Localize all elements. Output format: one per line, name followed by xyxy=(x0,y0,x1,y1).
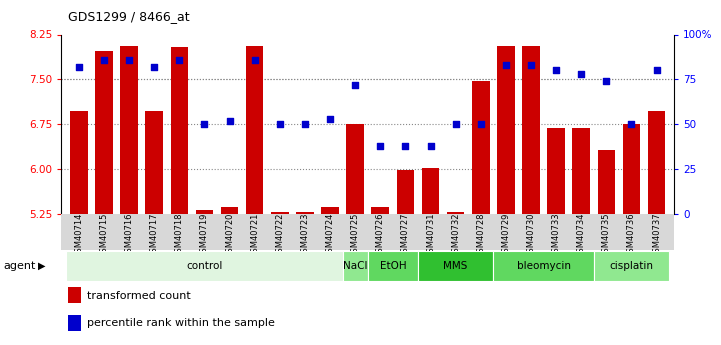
Bar xyxy=(322,207,339,214)
Bar xyxy=(66,251,342,281)
Point xyxy=(550,68,562,73)
Text: bleomycin: bleomycin xyxy=(516,261,570,271)
Bar xyxy=(594,251,669,281)
Point xyxy=(350,82,361,88)
Bar xyxy=(371,207,389,214)
Bar xyxy=(95,51,112,214)
Bar xyxy=(447,211,464,214)
Bar xyxy=(547,128,565,214)
Bar xyxy=(418,251,493,281)
Point xyxy=(525,62,536,68)
Bar xyxy=(472,81,490,214)
Point xyxy=(199,121,211,127)
Bar xyxy=(146,111,163,214)
Text: GDS1299 / 8466_at: GDS1299 / 8466_at xyxy=(68,10,190,23)
Bar xyxy=(296,212,314,214)
Bar xyxy=(346,124,364,214)
Bar xyxy=(493,251,594,281)
Bar xyxy=(623,124,640,214)
Bar xyxy=(368,251,418,281)
Point xyxy=(425,143,436,148)
Point xyxy=(98,57,110,62)
Point xyxy=(399,143,411,148)
Point xyxy=(73,64,84,70)
Text: percentile rank within the sample: percentile rank within the sample xyxy=(87,318,275,328)
Text: agent: agent xyxy=(4,261,36,271)
Point xyxy=(123,57,135,62)
Bar xyxy=(497,46,515,214)
Point xyxy=(601,78,612,84)
Point xyxy=(651,68,663,73)
Text: transformed count: transformed count xyxy=(87,291,190,300)
Point xyxy=(174,57,185,62)
Bar xyxy=(120,46,138,214)
Bar xyxy=(647,111,665,214)
Bar xyxy=(397,170,414,214)
Text: MMS: MMS xyxy=(443,261,468,271)
Text: control: control xyxy=(186,261,223,271)
Point xyxy=(374,143,386,148)
Point xyxy=(224,118,235,124)
Text: ▶: ▶ xyxy=(37,261,45,271)
Bar xyxy=(246,46,263,214)
Bar xyxy=(171,47,188,214)
Text: NaCl: NaCl xyxy=(343,261,368,271)
Bar xyxy=(271,212,288,214)
Text: EtOH: EtOH xyxy=(379,261,406,271)
Point xyxy=(626,121,637,127)
Bar xyxy=(572,128,590,214)
Bar xyxy=(342,251,368,281)
Point xyxy=(575,71,587,77)
Point xyxy=(500,62,512,68)
Bar xyxy=(598,150,615,214)
Point xyxy=(299,121,311,127)
Point xyxy=(249,57,260,62)
Point xyxy=(475,121,487,127)
Point xyxy=(149,64,160,70)
Bar xyxy=(195,210,213,214)
Point xyxy=(450,121,461,127)
Point xyxy=(324,116,336,121)
Bar xyxy=(70,111,88,214)
Bar xyxy=(422,168,439,214)
Bar xyxy=(522,46,540,214)
Point xyxy=(274,121,286,127)
Bar xyxy=(221,207,239,214)
Text: cisplatin: cisplatin xyxy=(609,261,653,271)
